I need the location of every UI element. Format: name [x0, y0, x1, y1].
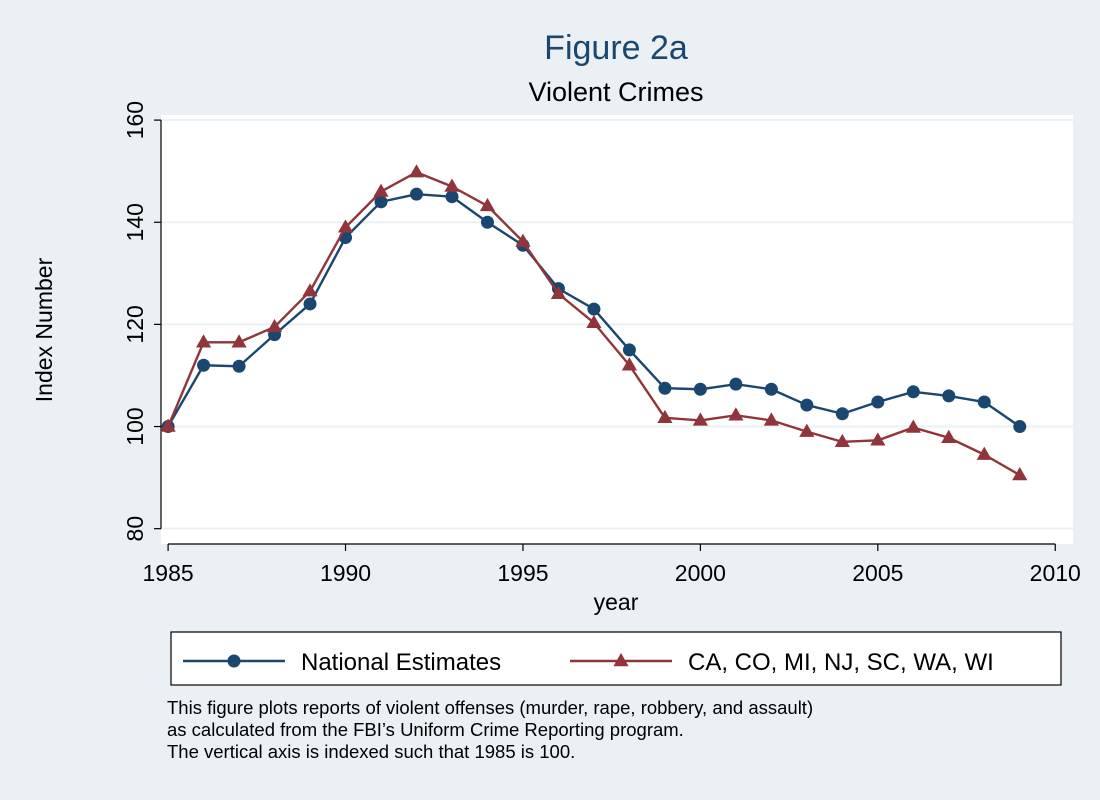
series-states: [160, 164, 1028, 481]
plot-area: [161, 115, 1073, 544]
data-point: [977, 395, 991, 409]
data-point: [197, 358, 211, 372]
data-point: [586, 314, 602, 329]
x-tick-label: 2010: [1030, 560, 1081, 586]
data-point: [622, 343, 636, 357]
x-tick-label: 2005: [852, 560, 903, 586]
data-point: [976, 446, 992, 460]
data-point: [587, 302, 601, 316]
data-point: [834, 433, 850, 448]
data-point: [480, 215, 494, 229]
y-axis-title: Index Number: [31, 257, 57, 402]
data-point: [658, 381, 672, 395]
chart-subtitle: Violent Crimes: [528, 77, 703, 107]
data-point: [693, 382, 707, 396]
data-point: [942, 389, 956, 403]
data-point: [1012, 467, 1028, 481]
legend-marker: [613, 653, 629, 667]
data-point: [657, 409, 673, 424]
y-tick-label: 100: [122, 407, 148, 445]
x-tick-label: 2000: [675, 560, 726, 586]
x-tick-label: 1995: [497, 560, 548, 586]
legend-label: CA, CO, MI, NJ, SC, WA, WI: [688, 649, 994, 676]
data-point: [621, 357, 638, 371]
data-point: [410, 187, 424, 201]
data-point: [941, 429, 957, 443]
data-point: [266, 318, 283, 333]
data-point: [195, 334, 212, 348]
figure-note: This figure plots reports of violent off…: [167, 697, 1067, 763]
data-point: [337, 219, 354, 233]
x-axis-title: year: [594, 589, 639, 615]
data-point: [303, 297, 317, 311]
data-point: [799, 423, 815, 437]
gridlines: [161, 119, 1073, 530]
note-line-3: The vertical axis is indexed such that 1…: [167, 741, 576, 762]
x-tick-label: 1990: [320, 560, 371, 586]
x-tick-label: 1985: [143, 560, 194, 586]
data-point: [835, 407, 849, 421]
data-point: [763, 412, 779, 426]
data-point: [373, 183, 389, 197]
note-line-1: This figure plots reports of violent off…: [167, 697, 814, 718]
data-point: [160, 418, 176, 432]
data-point: [764, 382, 778, 396]
data-point: [232, 359, 246, 373]
data-point: [728, 407, 744, 421]
y-axis: 80 100 120 140 160: [122, 101, 162, 542]
y-tick-label: 140: [122, 203, 148, 241]
line-chart: Figure 2a Violent Crimes 80100120140160 …: [31, 29, 1081, 686]
data-point: [871, 395, 885, 409]
data-point: [692, 412, 708, 426]
data-point: [870, 432, 886, 446]
y-tick-label: 80: [122, 516, 148, 542]
y-tick-label: 160: [122, 101, 148, 139]
data-point: [479, 197, 496, 212]
legend: National Estimates CA, CO, MI, NJ, SC, WA…: [170, 631, 1062, 686]
data-point: [302, 283, 318, 297]
data-point: [408, 164, 425, 178]
chart-title: Figure 2a: [544, 29, 688, 67]
data-point: [445, 190, 459, 204]
y-tick-label: 120: [122, 305, 148, 343]
note-line-2: as calculated from the FBI’s Uniform Cri…: [167, 719, 684, 740]
legend-label: National Estimates: [301, 649, 501, 676]
series-layer: [160, 164, 1028, 481]
data-point: [550, 285, 567, 299]
data-point: [729, 377, 743, 391]
data-point: [905, 419, 921, 433]
legend-box: [170, 631, 1062, 686]
data-point: [800, 398, 814, 412]
x-axis: 1985 1990 1995 2000 2005 2010: [143, 543, 1081, 586]
data-point: [1013, 420, 1027, 434]
data-point: [906, 385, 920, 399]
legend-marker: [227, 654, 241, 668]
data-point: [515, 233, 531, 247]
data-point: [444, 178, 460, 192]
data-point: [374, 195, 388, 209]
data-point: [231, 334, 247, 348]
